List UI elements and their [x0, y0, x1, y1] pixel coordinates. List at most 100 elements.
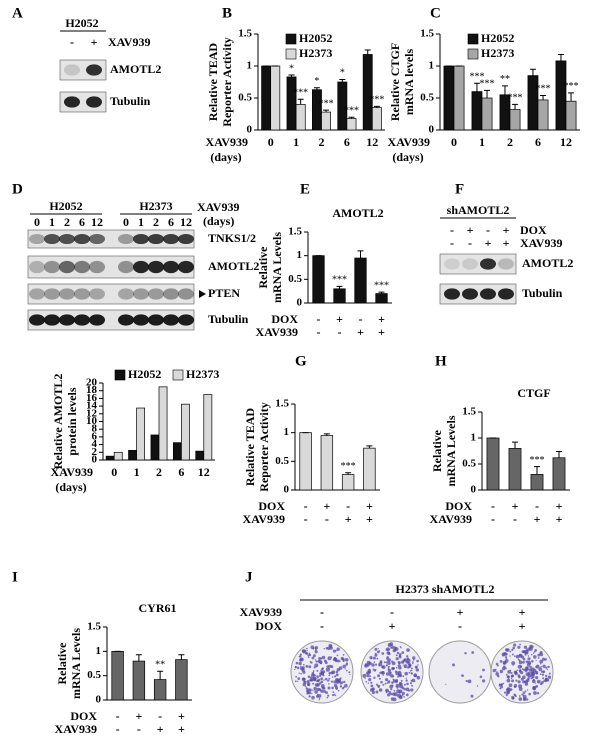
colony [372, 668, 375, 671]
colony [312, 654, 316, 658]
blot-strip [27, 283, 195, 305]
y-tick-label: 1.5 [462, 406, 476, 418]
colony [377, 648, 379, 650]
colony [511, 653, 514, 656]
arrow-head [199, 290, 206, 298]
lane-label: 6 [79, 215, 85, 229]
colony [316, 669, 319, 672]
colony [527, 660, 531, 665]
bar [537, 99, 549, 131]
colony [522, 657, 526, 661]
y-tick-label: 1.5 [87, 621, 101, 633]
y-axis-label: mRNA Levels [444, 415, 458, 486]
error-bar [135, 654, 142, 662]
y-tick-label: 1 [247, 60, 253, 72]
colony [397, 676, 399, 678]
cell-line: H2052 [65, 16, 98, 30]
colony [330, 671, 334, 675]
legend-swatch [285, 33, 297, 45]
colony [505, 662, 507, 664]
colony [398, 665, 402, 670]
colony [518, 659, 521, 662]
colony [382, 674, 384, 677]
colony [393, 667, 396, 670]
lane-label: 0 [123, 215, 129, 229]
colony [527, 657, 531, 661]
colony [515, 695, 517, 698]
colony [388, 652, 391, 656]
bar [312, 89, 322, 131]
bar [333, 288, 346, 304]
colony [306, 688, 310, 692]
colony [544, 679, 547, 683]
colony [327, 686, 331, 690]
colony [523, 668, 526, 672]
bar [195, 450, 205, 461]
colony [515, 654, 520, 659]
colony [395, 654, 398, 657]
colony [370, 684, 374, 688]
x-axis-unit: (days) [392, 150, 423, 164]
x-tick-label: 6 [178, 465, 184, 479]
condition-sign: + [519, 605, 526, 619]
condition-sign: - [486, 223, 490, 237]
colony [333, 680, 337, 684]
significance: *** [293, 88, 308, 99]
y-tick-label: 1 [471, 432, 477, 444]
x-axis-label: XAV939 [51, 465, 93, 479]
colony [407, 689, 411, 692]
colony [498, 683, 501, 686]
condition-sign: - [491, 499, 495, 513]
colony [315, 649, 317, 651]
colony [513, 684, 518, 688]
colony [539, 653, 544, 657]
y-axis-label: mRNA Levels [69, 628, 83, 699]
colony [323, 648, 325, 650]
colony [403, 696, 405, 698]
colony [527, 655, 530, 657]
colony [402, 675, 405, 678]
significance: *** [344, 105, 359, 116]
colony [321, 667, 324, 670]
y-tick-label: 16 [86, 392, 98, 404]
colony [409, 670, 412, 672]
colony [409, 664, 412, 668]
bar [270, 65, 281, 131]
blot-band [118, 314, 134, 326]
colony [445, 683, 447, 685]
x-tick-label: 12 [560, 135, 572, 149]
lane-label: 0 [34, 215, 40, 229]
colony [406, 648, 410, 652]
colony [533, 655, 537, 659]
condition-sign: + [178, 709, 185, 723]
x-tick-label: 2 [507, 135, 513, 149]
x-axis-label: XAV939 [388, 135, 430, 149]
blot-band [163, 233, 179, 245]
y-axis-label: Relative [256, 246, 270, 289]
band-label: Tubulin [208, 312, 249, 326]
panel-title: H2373 shAMOTL2 [395, 582, 494, 596]
y-tick-label: 0 [284, 484, 290, 496]
colony [376, 657, 379, 660]
colony [502, 666, 506, 671]
colony [387, 661, 391, 665]
colony [412, 659, 415, 661]
colony [523, 692, 526, 695]
blot-band [89, 314, 105, 326]
colony [524, 682, 529, 686]
y-tick-label: 1 [284, 426, 290, 438]
colony [518, 695, 521, 697]
colony [337, 674, 339, 676]
bar [261, 65, 272, 131]
colony [314, 683, 319, 687]
error-bar [501, 85, 508, 95]
colony [337, 689, 340, 692]
blot-band [444, 258, 460, 270]
colony [521, 693, 524, 696]
condition-sign: + [556, 499, 563, 513]
colony [380, 680, 383, 684]
panel-letter: A [12, 5, 23, 21]
colony [339, 660, 341, 662]
colony [297, 680, 299, 683]
condition-sign: - [317, 312, 321, 326]
